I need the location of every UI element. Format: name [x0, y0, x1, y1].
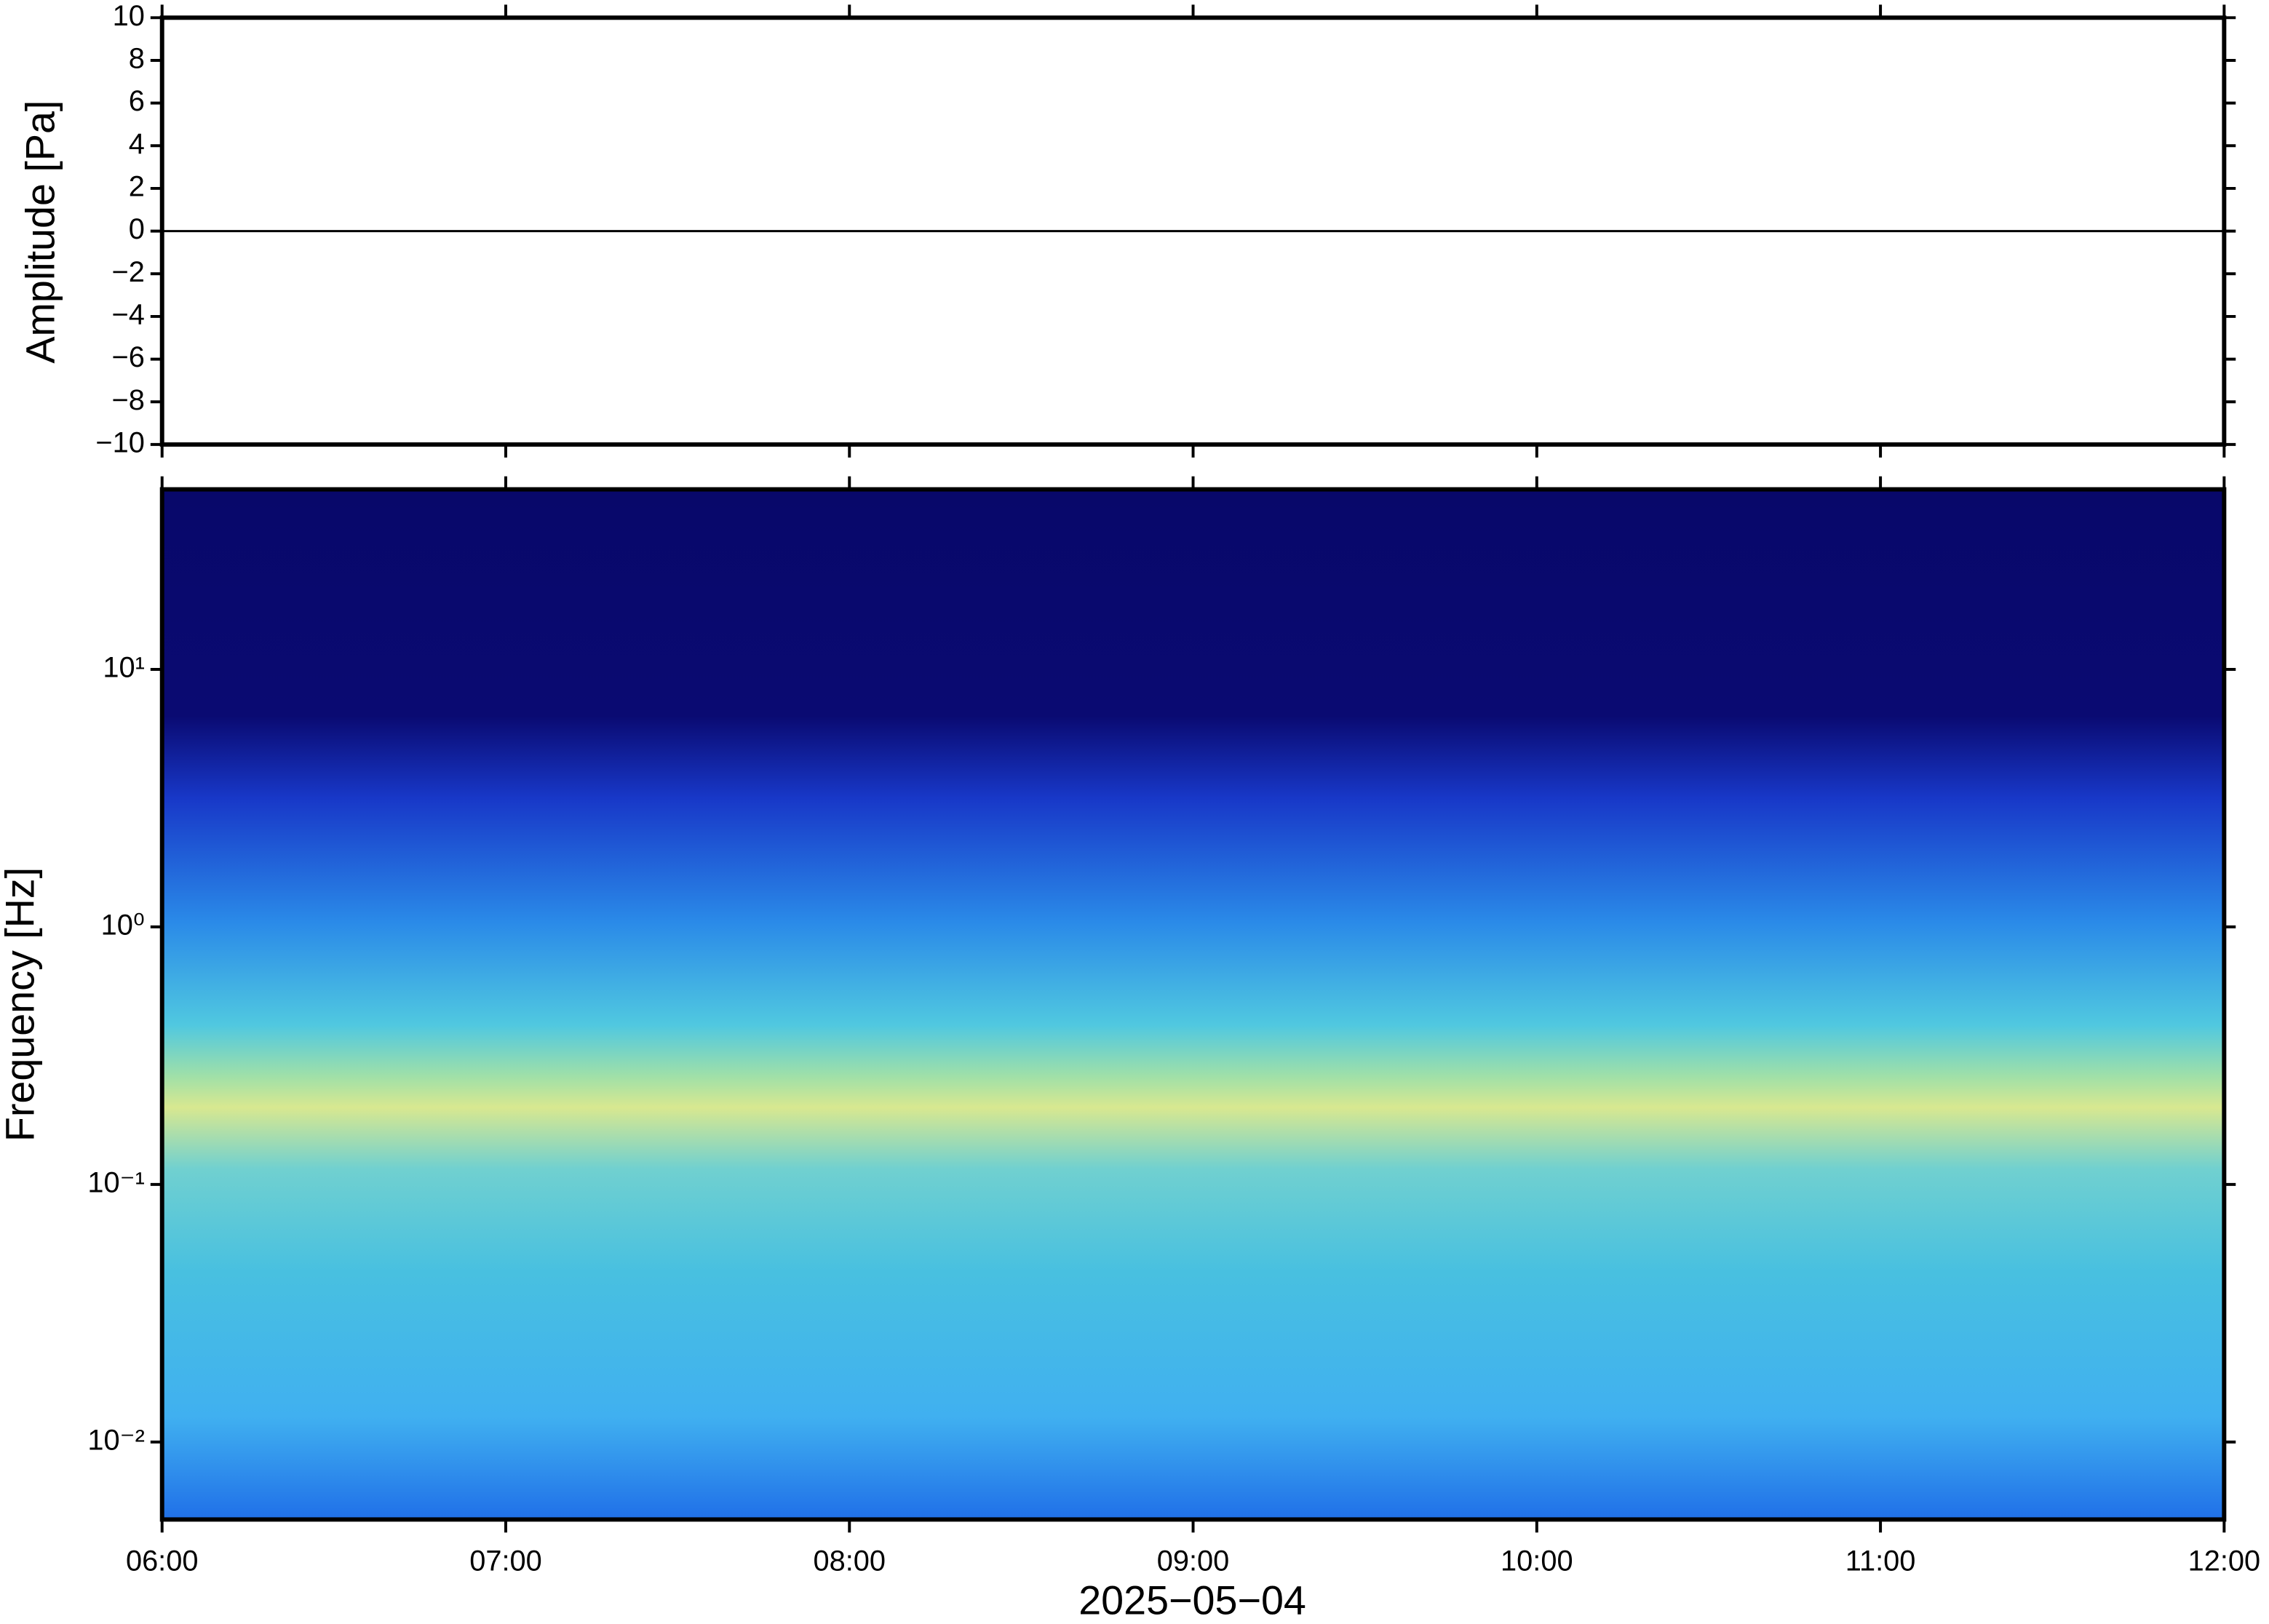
y-tick-label: 10⁻²: [87, 1424, 144, 1456]
x-tick-label: 10:00: [1501, 1545, 1573, 1577]
x-axis-label: 2025−05−04: [1078, 1577, 1306, 1623]
x-tick-label: 08:00: [814, 1545, 886, 1577]
y-tick-label: 10⁻¹: [87, 1166, 144, 1198]
y-tick-label: −8: [112, 384, 145, 416]
y-tick-label: 2: [129, 170, 145, 202]
x-tick-label: 06:00: [126, 1545, 199, 1577]
x-tick-label: 12:00: [2188, 1545, 2261, 1577]
y-tick-label: 6: [129, 85, 145, 117]
y-tick-label: 4: [129, 128, 145, 160]
y-axis-label: Amplitude [Pa]: [17, 100, 63, 364]
x-tick-label: 11:00: [1845, 1545, 1916, 1577]
y-tick-label: 0: [129, 213, 145, 245]
spectrogram-image: [162, 489, 2225, 1520]
y-tick-label: −10: [95, 426, 144, 458]
x-tick-label: 09:00: [1157, 1545, 1230, 1577]
y-axis-label: Frequency [Hz]: [0, 867, 43, 1142]
y-tick-label: 8: [129, 42, 145, 74]
x-tick-label: 07:00: [469, 1545, 542, 1577]
y-tick-label: 10: [113, 0, 145, 32]
y-tick-label: 10⁰: [101, 909, 145, 941]
y-tick-label: −2: [112, 256, 145, 288]
y-tick-label: −4: [112, 298, 145, 330]
y-tick-label: 10¹: [103, 651, 144, 683]
y-tick-label: −6: [112, 341, 145, 373]
